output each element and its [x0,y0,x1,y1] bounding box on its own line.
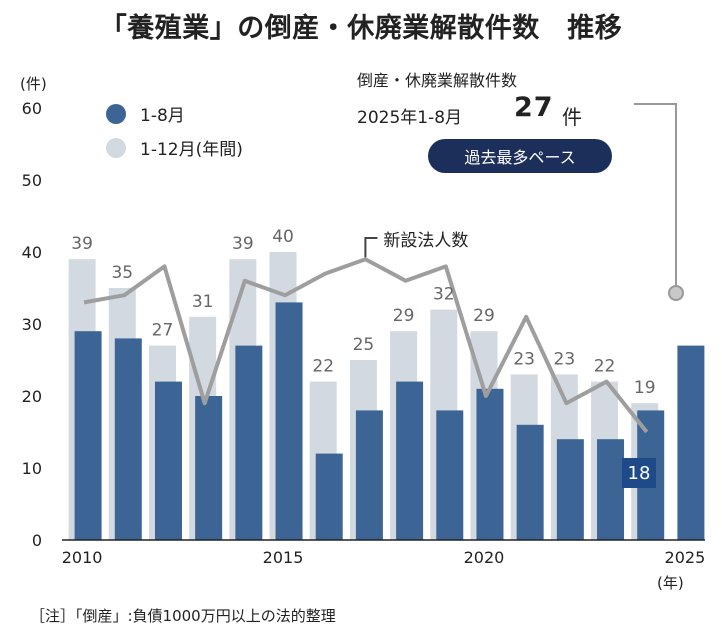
jan-aug-bar-2013 [195,396,223,540]
annual-value-label-2021: 23 [513,349,535,369]
x-tick-label-2025: 2025 [665,548,706,567]
annual-value-label-2020: 29 [473,306,495,326]
annual-value-label-2010: 39 [71,234,93,254]
y-tick-label-0: 0 [32,531,42,550]
y-tick-label-20: 20 [22,387,42,406]
x-axis-unit: (年) [657,574,684,592]
callout-unit: 件 [562,105,582,129]
callout-connector-dot [668,285,684,301]
callout-label: 倒産・休廃業解散件数 [357,71,518,90]
y-tick-label-30: 30 [22,315,42,334]
record-pace-badge: 過去最多ペース [428,139,612,173]
jan-aug-bar-2010 [74,331,102,540]
footnote: ［注］「倒産」:負債1000万円以上の法的整理 [30,607,336,625]
annual-value-label-2012: 27 [152,321,174,341]
callout-period: 2025年1-8月 [357,108,463,128]
x-axis-ticks: 2010 2015 2020 2025 [62,539,706,567]
jan-aug-bar-2019 [436,410,464,540]
jan-aug-bar-2012 [154,381,182,540]
jan-aug-bar-2017 [355,410,383,540]
jan-aug-bar-2023 [597,439,625,540]
y-tick-label-50: 50 [22,171,42,190]
annual-value-label-2015: 40 [272,227,294,247]
callout-value: 27 [514,92,554,123]
line-series-label: 新設法人数 [383,231,468,251]
annual-value-label-2014: 39 [232,234,254,254]
jan-aug-bar-2015 [275,302,303,540]
y-axis-unit: (件) [20,75,47,93]
jan-aug-bar-2018 [396,381,424,540]
callout-connector-layer [634,103,684,301]
x-tick-label-2020: 2020 [464,548,505,567]
legend-item-primary: 1-8月 [106,101,185,126]
y-axis-ticks: 0 10 20 30 40 50 60 [22,99,42,550]
y-tick-label-40: 40 [22,243,42,262]
jan-aug-bar-2016 [315,453,343,540]
jan-aug-bar-2021 [516,424,544,540]
x-tick-label-2015: 2015 [263,548,304,567]
annual-value-label-2022: 23 [554,349,576,369]
annual-value-label-2019: 32 [433,285,455,305]
line-label-pointer [364,237,378,258]
new-companies-line-layer: 新設法人数 [83,231,649,434]
annual-value-label-2017: 25 [353,335,375,355]
jan-aug-bar-2011 [114,338,142,540]
callout-connector [634,103,677,293]
legend-label-primary: 1-8月 [140,106,185,126]
annual-value-label-2018: 29 [393,306,415,326]
highlight-value-label: 18 [622,458,656,488]
new-companies-line [83,257,649,434]
legend-item-secondary: 1-12月(年間) [106,135,243,160]
jan-aug-bar-2014 [235,345,263,540]
jan-aug-bar-2020 [476,388,504,540]
y-tick-label-10: 10 [22,459,42,478]
annual-value-labels: 39 35 27 31 39 40 22 25 29 32 29 23 23 22 19 [71,227,655,398]
y-tick-label-60: 60 [22,99,42,118]
chart-title: 「養殖業」の倒産・休廃業解散件数 推移 [99,13,623,44]
annual-value-label-2013: 31 [192,292,214,312]
legend-swatch-secondary [106,137,126,158]
jan-aug-bar-2022 [556,439,584,540]
legend-swatch-primary [106,103,126,124]
jan-aug-bars [74,302,705,540]
jan-aug-bar-2025 [677,345,705,540]
x-tick-label-2010: 2010 [62,548,103,567]
annual-value-label-2024: 19 [634,378,656,398]
annual-value-label-2011: 35 [111,263,133,283]
annual-value-label-2016: 22 [312,357,334,377]
legend-label-secondary: 1-12月(年間) [140,140,243,160]
annual-value-label-2023: 22 [594,357,616,377]
